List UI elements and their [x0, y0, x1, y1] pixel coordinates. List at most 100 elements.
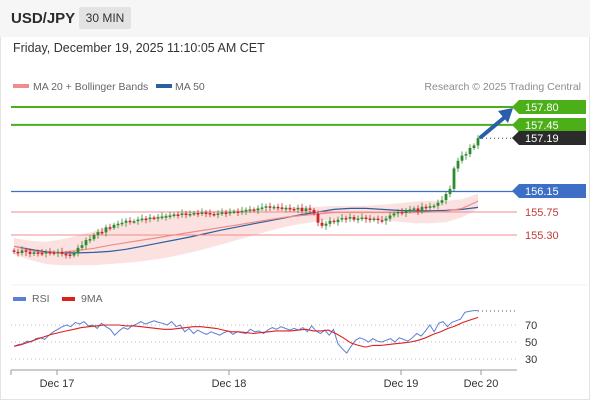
candle	[324, 221, 328, 230]
candle	[52, 250, 56, 256]
candle	[240, 206, 244, 216]
candle	[448, 185, 452, 198]
target1-label: 157.45	[525, 120, 559, 132]
rsi-line	[13, 310, 478, 354]
projection-arrow-head	[498, 108, 513, 123]
candle	[332, 218, 336, 225]
candle	[168, 211, 172, 220]
candle	[228, 208, 232, 217]
candle	[104, 224, 108, 237]
candle	[364, 215, 368, 223]
rsi-ma-legend-swatch	[62, 297, 75, 301]
candle	[100, 227, 104, 235]
candle	[128, 217, 132, 225]
x-axis-ticks	[10, 370, 482, 375]
ma50-legend-swatch	[156, 84, 172, 88]
candle	[412, 206, 416, 212]
candle	[176, 211, 180, 219]
candle	[344, 215, 348, 223]
ma20-legend-label: MA 20 + Bollinger Bands	[33, 81, 148, 93]
candle	[420, 202, 424, 215]
candle	[372, 216, 376, 222]
candle	[404, 207, 408, 218]
x-tick-dec20: Dec 20	[464, 378, 499, 390]
candle	[160, 212, 164, 220]
candle	[348, 213, 352, 222]
candle	[140, 214, 144, 223]
candle	[380, 216, 384, 224]
candle	[460, 151, 464, 164]
candle	[136, 216, 140, 225]
candle	[292, 206, 296, 212]
candle	[132, 219, 136, 224]
candle	[68, 250, 72, 259]
candle	[456, 157, 460, 173]
rsi-tick-30: 30	[525, 354, 537, 366]
candle	[276, 203, 280, 211]
candle	[24, 247, 28, 256]
candle	[44, 249, 48, 258]
candle	[20, 246, 24, 256]
candle	[396, 208, 400, 218]
candle	[224, 209, 228, 218]
candle	[248, 205, 252, 213]
timeframe-badge[interactable]: 30 MIN	[79, 7, 131, 29]
target1-price-tag: 157.45	[512, 118, 586, 132]
candle	[352, 215, 356, 222]
candle	[312, 207, 316, 216]
candle	[208, 209, 212, 218]
x-tick-dec19: Dec 19	[384, 378, 419, 390]
target2-label: 157.80	[525, 102, 559, 114]
candle	[96, 228, 100, 239]
candle	[360, 213, 364, 222]
source-credit: Research © 2025 Trading Central	[424, 81, 581, 93]
rsi-ma-legend-label: 9MA	[81, 293, 103, 305]
candle	[72, 250, 76, 258]
candle	[272, 204, 276, 210]
candle	[340, 214, 344, 223]
candle	[196, 209, 200, 218]
candle	[124, 218, 128, 227]
candle	[220, 208, 224, 217]
candle	[80, 241, 84, 251]
x-tick-dec17: Dec 17	[40, 378, 75, 390]
candle	[284, 205, 288, 213]
candle	[60, 247, 64, 257]
rsi-legend-label: RSI	[32, 293, 50, 305]
symbol-title: USD/JPY	[11, 10, 76, 27]
candle	[40, 248, 44, 256]
projection-arrow	[479, 115, 507, 139]
candle	[304, 205, 308, 216]
candle	[192, 210, 196, 217]
support2-label: 155.30	[525, 230, 559, 242]
candle	[64, 251, 68, 259]
candle	[388, 211, 392, 222]
candle	[300, 203, 304, 214]
candle	[88, 235, 92, 244]
candle	[468, 144, 472, 158]
candle	[328, 217, 332, 227]
x-tick-dec18: Dec 18	[212, 378, 247, 390]
candle	[188, 210, 192, 218]
candle	[120, 218, 124, 227]
candle	[288, 204, 292, 212]
candle	[200, 208, 204, 217]
candle	[280, 203, 284, 211]
candle	[180, 209, 184, 218]
candle	[116, 220, 120, 229]
candle	[256, 205, 260, 215]
candle	[112, 222, 116, 230]
candle	[428, 202, 432, 211]
candle	[212, 211, 216, 217]
pivot-label: 156.15	[525, 186, 559, 198]
candle	[108, 223, 112, 231]
last-price-label: 157.19	[525, 133, 559, 145]
candle	[336, 216, 340, 226]
candle	[148, 214, 152, 223]
support1-label: 155.75	[525, 207, 559, 219]
header-bar: USD/JPY 30 MIN	[0, 0, 590, 37]
candle	[236, 208, 240, 217]
candle	[16, 248, 20, 257]
candle	[464, 151, 468, 160]
